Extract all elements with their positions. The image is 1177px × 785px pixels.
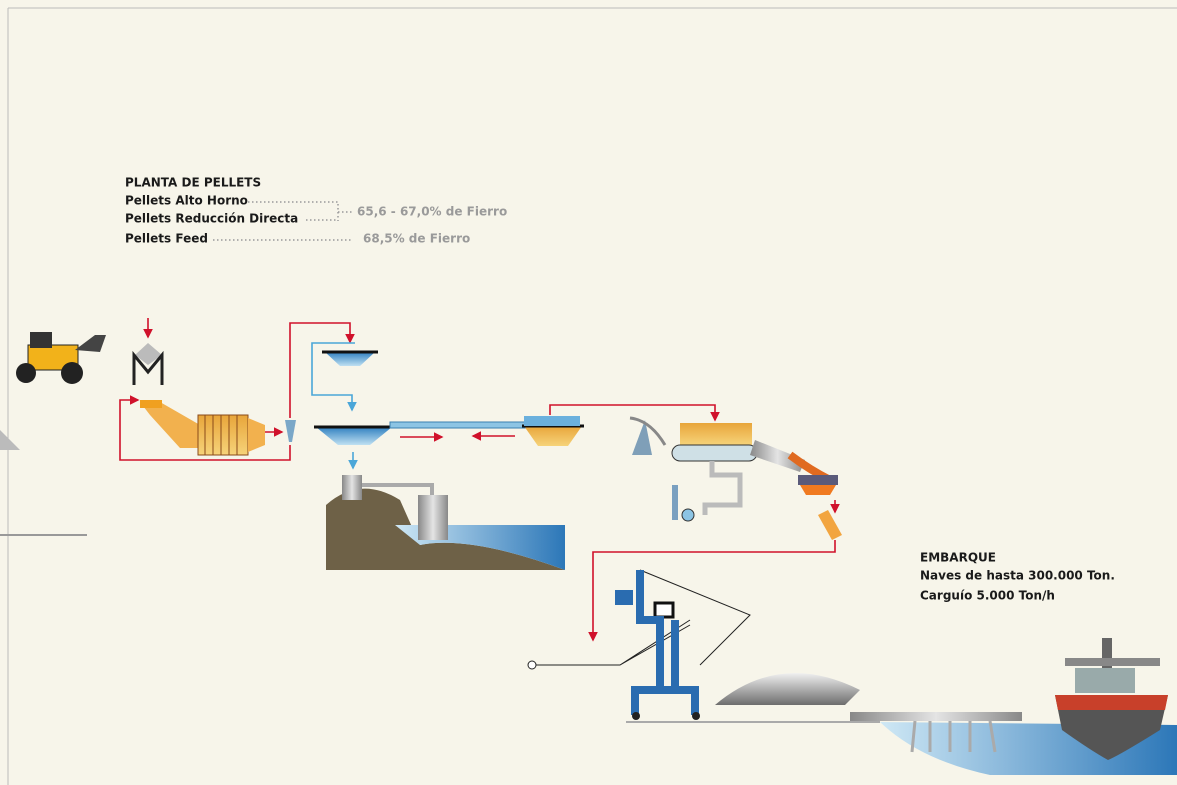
legend-title: PLANTA DE PELLETS [125,176,261,190]
process-illustration [16,318,1177,775]
shipping-legend: EMBARQUE Naves de hasta 300.000 Ton. Car… [920,551,1115,603]
shipping-line: Carguío 5.000 Ton/h [920,589,1055,603]
shipping-title: EMBARQUE [920,551,996,565]
product-label: Pellets Reducción Directa [125,212,298,226]
diagram: PLANTA DE PELLETS Pellets Alto Horno Pel… [0,0,1177,785]
grade-label: 68,5% de Fierro [363,232,470,246]
frame [0,8,1177,785]
pellets-legend: PLANTA DE PELLETS Pellets Alto Horno Pel… [125,176,507,246]
product-label: Pellets Alto Horno [125,194,248,208]
grade-label: 65,6 - 67,0% de Fierro [357,205,507,219]
product-label: Pellets Feed [125,232,208,246]
shipping-line: Naves de hasta 300.000 Ton. [920,569,1115,583]
